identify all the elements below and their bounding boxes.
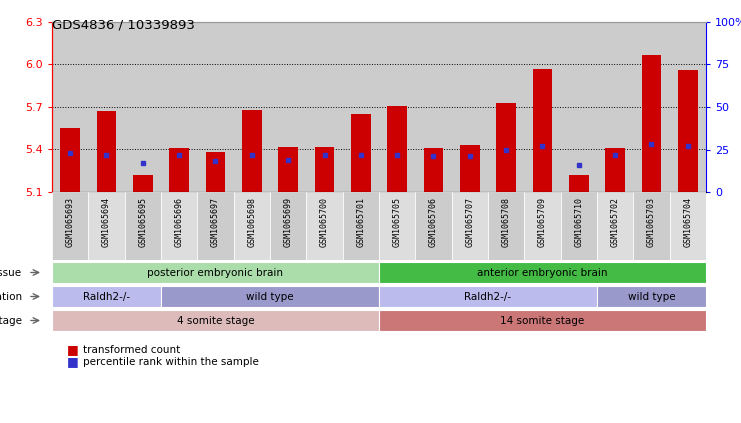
Bar <box>124 22 161 192</box>
Bar <box>379 192 416 260</box>
Text: ■: ■ <box>67 343 79 357</box>
Bar <box>52 262 379 283</box>
Text: GSM1065707: GSM1065707 <box>465 198 474 247</box>
Bar <box>379 22 416 192</box>
Bar <box>60 128 80 192</box>
Text: anterior embryonic brain: anterior embryonic brain <box>477 267 608 277</box>
Text: transformed count: transformed count <box>83 345 181 355</box>
Text: GSM1065705: GSM1065705 <box>393 198 402 247</box>
Bar <box>634 22 670 192</box>
Bar <box>233 192 270 260</box>
Bar <box>161 22 197 192</box>
Text: GSM1065693: GSM1065693 <box>66 198 75 247</box>
Bar <box>242 110 262 192</box>
Bar <box>306 22 342 192</box>
Bar <box>52 22 88 192</box>
Text: GSM1065710: GSM1065710 <box>574 198 583 247</box>
Bar <box>205 152 225 192</box>
Bar <box>52 286 161 307</box>
Bar <box>88 22 124 192</box>
Bar <box>452 192 488 260</box>
Text: GSM1065699: GSM1065699 <box>284 198 293 247</box>
Bar <box>278 147 298 192</box>
Bar <box>133 175 153 192</box>
Bar <box>306 192 342 260</box>
Text: tissue: tissue <box>0 267 22 277</box>
Bar <box>270 192 306 260</box>
Text: posterior embryonic brain: posterior embryonic brain <box>147 267 284 277</box>
Text: GSM1065704: GSM1065704 <box>683 198 692 247</box>
Bar <box>342 192 379 260</box>
Text: GSM1065706: GSM1065706 <box>429 198 438 247</box>
Text: genotype/variation: genotype/variation <box>0 291 22 302</box>
Bar <box>124 192 161 260</box>
Text: GSM1065695: GSM1065695 <box>139 198 147 247</box>
Bar <box>424 148 444 192</box>
Bar <box>597 22 634 192</box>
Text: GSM1065697: GSM1065697 <box>211 198 220 247</box>
Text: ■: ■ <box>67 355 79 368</box>
Bar <box>96 111 116 192</box>
Bar <box>496 103 516 192</box>
Bar <box>161 286 379 307</box>
Bar <box>342 22 379 192</box>
Bar <box>670 22 706 192</box>
Bar <box>561 22 597 192</box>
Text: development stage: development stage <box>0 316 22 326</box>
Text: GDS4836 / 10339893: GDS4836 / 10339893 <box>52 18 195 31</box>
Bar <box>605 148 625 192</box>
Bar <box>678 70 698 192</box>
Text: wild type: wild type <box>628 291 675 302</box>
Bar <box>197 192 233 260</box>
Text: GSM1065709: GSM1065709 <box>538 198 547 247</box>
Bar <box>379 310 706 331</box>
Text: GSM1065701: GSM1065701 <box>356 198 365 247</box>
Bar <box>388 106 407 192</box>
Text: 14 somite stage: 14 somite stage <box>500 316 585 326</box>
Bar <box>416 22 452 192</box>
Bar <box>161 192 197 260</box>
Text: GSM1065694: GSM1065694 <box>102 198 111 247</box>
Bar <box>379 286 597 307</box>
Bar <box>379 262 706 283</box>
Bar <box>169 148 189 192</box>
Text: 4 somite stage: 4 somite stage <box>176 316 254 326</box>
Text: GSM1065703: GSM1065703 <box>647 198 656 247</box>
Bar <box>597 286 706 307</box>
Bar <box>460 145 480 192</box>
Bar <box>88 192 124 260</box>
Text: wild type: wild type <box>246 291 294 302</box>
Bar <box>314 147 334 192</box>
Bar <box>416 192 452 260</box>
Bar <box>525 192 561 260</box>
Text: GSM1065698: GSM1065698 <box>247 198 256 247</box>
Bar <box>52 310 379 331</box>
Bar <box>488 22 525 192</box>
Bar <box>597 192 634 260</box>
Bar <box>197 22 233 192</box>
Bar <box>233 22 270 192</box>
Bar <box>525 22 561 192</box>
Bar <box>634 192 670 260</box>
Bar <box>488 192 525 260</box>
Bar <box>270 22 306 192</box>
Bar <box>52 192 88 260</box>
Bar <box>350 114 370 192</box>
Text: percentile rank within the sample: percentile rank within the sample <box>83 357 259 367</box>
Bar <box>670 192 706 260</box>
Text: GSM1065700: GSM1065700 <box>320 198 329 247</box>
Text: Raldh2-/-: Raldh2-/- <box>465 291 511 302</box>
Bar <box>452 22 488 192</box>
Bar <box>561 192 597 260</box>
Bar <box>533 69 553 192</box>
Text: GSM1065696: GSM1065696 <box>175 198 184 247</box>
Bar <box>642 55 662 192</box>
Text: GSM1065702: GSM1065702 <box>611 198 619 247</box>
Text: GSM1065708: GSM1065708 <box>502 198 511 247</box>
Text: Raldh2-/-: Raldh2-/- <box>83 291 130 302</box>
Bar <box>569 175 589 192</box>
